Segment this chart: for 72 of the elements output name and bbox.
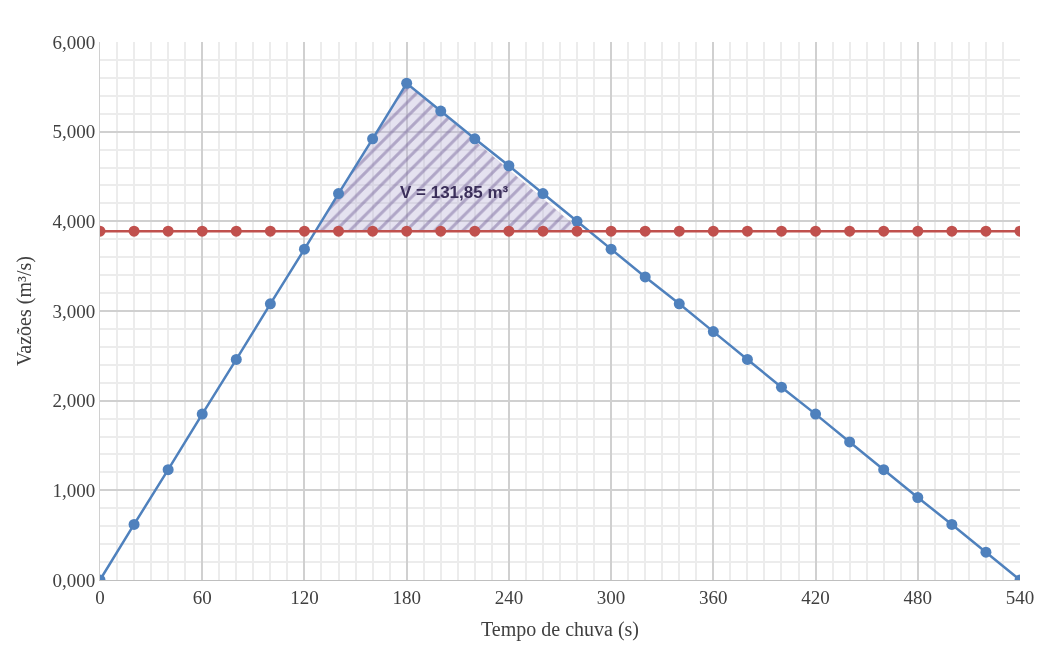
y-tick-label: 2,000	[52, 390, 96, 412]
point	[435, 105, 447, 117]
point	[946, 518, 958, 530]
y-tick-label: 4,000	[52, 210, 96, 232]
point	[401, 77, 413, 89]
point	[537, 225, 549, 237]
point	[775, 381, 787, 393]
point	[128, 225, 140, 237]
point	[639, 271, 651, 283]
point	[196, 408, 208, 420]
x-tick-label: 240	[494, 586, 524, 608]
point	[264, 225, 276, 237]
point	[878, 464, 890, 476]
y-tick-label: 5,000	[52, 121, 96, 143]
point	[230, 225, 242, 237]
point	[844, 436, 856, 448]
point	[571, 215, 583, 227]
annotation: V = 131,85 m³	[400, 183, 509, 202]
y-tick-label: 0,000	[52, 569, 96, 591]
point	[537, 188, 549, 200]
x-tick-label: 180	[392, 586, 421, 608]
point	[367, 225, 379, 237]
point	[503, 225, 515, 237]
point	[912, 492, 924, 504]
point	[469, 225, 481, 237]
point	[707, 225, 719, 237]
point	[810, 408, 822, 420]
point	[741, 353, 753, 365]
point	[435, 225, 447, 237]
y-tick-label: 6,000	[52, 31, 96, 53]
point	[912, 225, 924, 237]
point	[128, 518, 140, 530]
point	[571, 225, 583, 237]
x-tick-label: 300	[596, 586, 626, 608]
point	[401, 225, 413, 237]
point	[605, 243, 617, 255]
point	[503, 160, 515, 172]
x-tick-label: 480	[903, 586, 933, 608]
point	[775, 225, 787, 237]
x-tick-label: 0	[95, 586, 105, 608]
point	[980, 546, 992, 558]
point	[367, 133, 379, 145]
point	[298, 225, 310, 237]
point	[673, 298, 685, 310]
point	[469, 133, 481, 145]
point	[980, 225, 992, 237]
y-tick-label: 3,000	[52, 300, 96, 322]
x-tick-label: 420	[801, 586, 830, 608]
x-tick-label: 540	[1005, 586, 1035, 608]
point	[162, 225, 174, 237]
point	[162, 464, 174, 476]
point	[196, 225, 208, 237]
point	[946, 225, 958, 237]
point	[264, 298, 276, 310]
x-tick-label: 360	[699, 586, 728, 608]
point	[707, 326, 719, 338]
point	[333, 188, 345, 200]
y-tick-label: 1,000	[52, 479, 96, 501]
point	[298, 243, 310, 255]
point	[810, 225, 822, 237]
point	[230, 353, 242, 365]
x-axis-title: Tempo de chuva (s)	[481, 618, 639, 642]
point	[673, 225, 685, 237]
x-tick-label: 60	[192, 586, 212, 608]
point	[844, 225, 856, 237]
y-axis-title: Vazões (m³/s)	[12, 256, 36, 366]
point	[878, 225, 890, 237]
point	[741, 225, 753, 237]
point	[333, 225, 345, 237]
x-tick-label: 120	[290, 586, 319, 608]
point	[605, 225, 617, 237]
point	[639, 225, 651, 237]
